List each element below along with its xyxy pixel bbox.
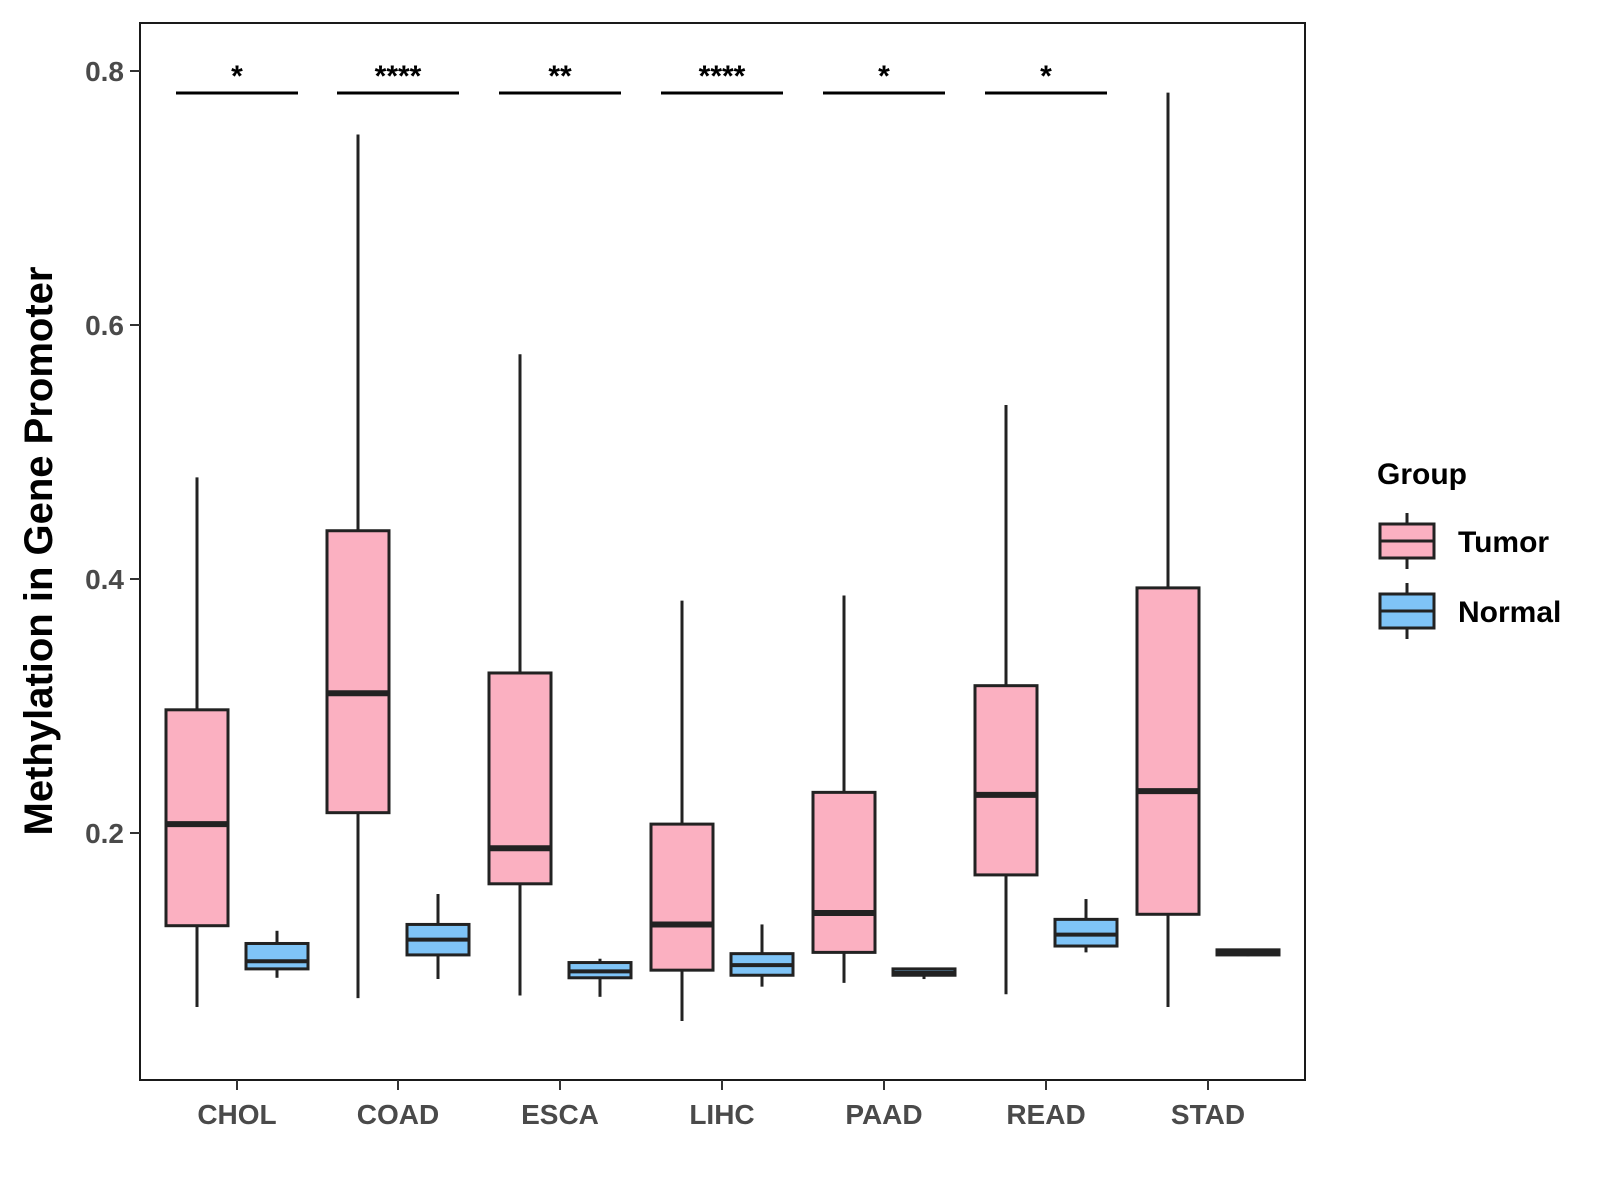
x-tick-label: PAAD	[845, 1099, 922, 1130]
significance-label: ****	[375, 60, 422, 93]
box-series	[164, 92, 1281, 1021]
significance-label: **	[548, 60, 572, 93]
y-tick-label: 0.4	[85, 564, 124, 595]
box-body	[244, 941, 310, 971]
normal-box-paad	[891, 967, 957, 980]
y-tick-label: 0.6	[85, 310, 124, 341]
normal-box-lihc	[729, 924, 795, 987]
box-body	[164, 708, 230, 928]
legend-label: Tumor	[1458, 526, 1549, 559]
x-tick-label: STAD	[1171, 1099, 1245, 1130]
significance-label: ****	[699, 60, 746, 93]
tumor-box-paad	[811, 595, 877, 983]
plot-panel-border	[139, 22, 1306, 1081]
y-tick-label: 0.2	[85, 818, 124, 849]
normal-box-stad	[1215, 948, 1281, 957]
legend: Group Tumor Normal	[1377, 458, 1561, 639]
box-body	[973, 684, 1039, 877]
x-tick-label: READ	[1006, 1099, 1085, 1130]
tumor-box-read	[973, 405, 1039, 995]
significance-label: *	[1040, 60, 1052, 93]
significance-label: *	[878, 60, 890, 93]
significance-annotations: * **** ** **** * *	[176, 60, 1107, 95]
y-tick-label: 0.8	[85, 56, 124, 87]
y-axis-title: Methylation in Gene Promoter	[17, 267, 61, 836]
legend-title: Group	[1377, 458, 1467, 491]
tumor-box-esca	[487, 354, 553, 996]
normal-box-chol	[244, 930, 310, 978]
x-tick-label: CHOL	[197, 1099, 276, 1130]
tumor-box-stad	[1135, 92, 1201, 1007]
box-body	[811, 790, 877, 954]
box-body	[1135, 586, 1201, 916]
box-body	[487, 671, 553, 886]
box-body	[649, 822, 715, 972]
tumor-box-lihc	[649, 600, 715, 1021]
normal-box-coad	[405, 893, 471, 980]
significance-label: *	[231, 60, 243, 93]
x-axis: CHOL COAD ESCA LIHC PAAD READ STAD	[197, 1080, 1245, 1130]
normal-box-read	[1053, 899, 1119, 953]
x-tick-label: ESCA	[521, 1099, 599, 1130]
normal-box-esca	[567, 958, 633, 997]
legend-key-normal	[1378, 583, 1436, 639]
tumor-box-coad	[325, 134, 391, 999]
x-tick-label: LIHC	[689, 1099, 754, 1130]
box-body	[325, 529, 391, 815]
tumor-box-chol	[164, 477, 230, 1007]
legend-key-tumor	[1378, 513, 1436, 569]
legend-label: Normal	[1458, 596, 1561, 629]
x-tick-label: COAD	[357, 1099, 439, 1130]
y-axis: 0.2 0.4 0.6 0.8	[85, 56, 140, 849]
